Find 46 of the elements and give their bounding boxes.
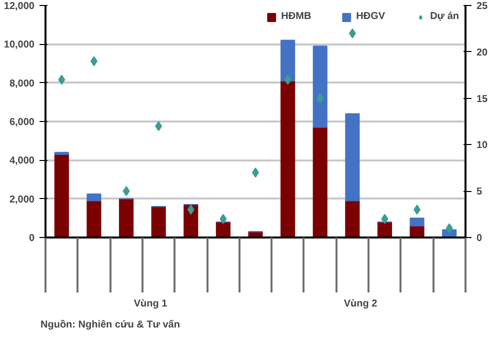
bar xyxy=(312,126,328,238)
y2-tick-label: 15 xyxy=(476,94,488,105)
point xyxy=(381,214,388,224)
bar xyxy=(86,194,102,202)
point xyxy=(316,93,324,104)
y-tick-label: 8,000 xyxy=(9,78,35,90)
text: Vùng 2 xyxy=(344,298,378,310)
bar xyxy=(345,200,360,238)
point xyxy=(414,204,421,215)
bar xyxy=(54,154,69,238)
legend-label: HĐMB xyxy=(281,11,312,22)
point xyxy=(58,74,66,85)
bar xyxy=(377,222,392,238)
text: Nguồn: Nghiên cứu & Tư vấn xyxy=(40,320,180,330)
bar xyxy=(410,218,424,226)
text: Vùng 1 xyxy=(134,298,168,310)
bar xyxy=(86,200,102,238)
bar xyxy=(280,40,296,82)
y2-tick-label: 10 xyxy=(476,140,488,152)
y-tick-label: 10,000 xyxy=(4,40,35,51)
legend-label: Dự án xyxy=(430,11,459,22)
y2-tick-label: 0 xyxy=(476,233,482,244)
bar xyxy=(216,222,230,238)
y-tick-label: 12,000 xyxy=(4,1,35,12)
y-tick-label: 2,000 xyxy=(9,194,35,206)
y2-tick-label: 25 xyxy=(476,1,488,12)
point xyxy=(187,204,194,215)
y2-tick-label: 20 xyxy=(476,47,488,58)
y-tick-label: 6,000 xyxy=(9,117,35,128)
y-tick-label: 4,000 xyxy=(9,156,35,167)
point xyxy=(122,186,130,196)
bar xyxy=(312,46,328,128)
y-tick-label: 0 xyxy=(28,233,35,244)
point xyxy=(348,28,356,38)
point xyxy=(155,121,162,132)
point xyxy=(284,74,292,85)
point xyxy=(220,214,227,224)
point xyxy=(90,56,98,66)
bar xyxy=(345,113,360,202)
legend-label: HĐGV xyxy=(356,11,386,22)
bar xyxy=(184,204,198,238)
bar xyxy=(118,198,134,238)
point xyxy=(446,223,453,234)
bar xyxy=(151,206,166,238)
bar xyxy=(280,80,296,238)
y2-tick-label: 5 xyxy=(476,186,482,198)
